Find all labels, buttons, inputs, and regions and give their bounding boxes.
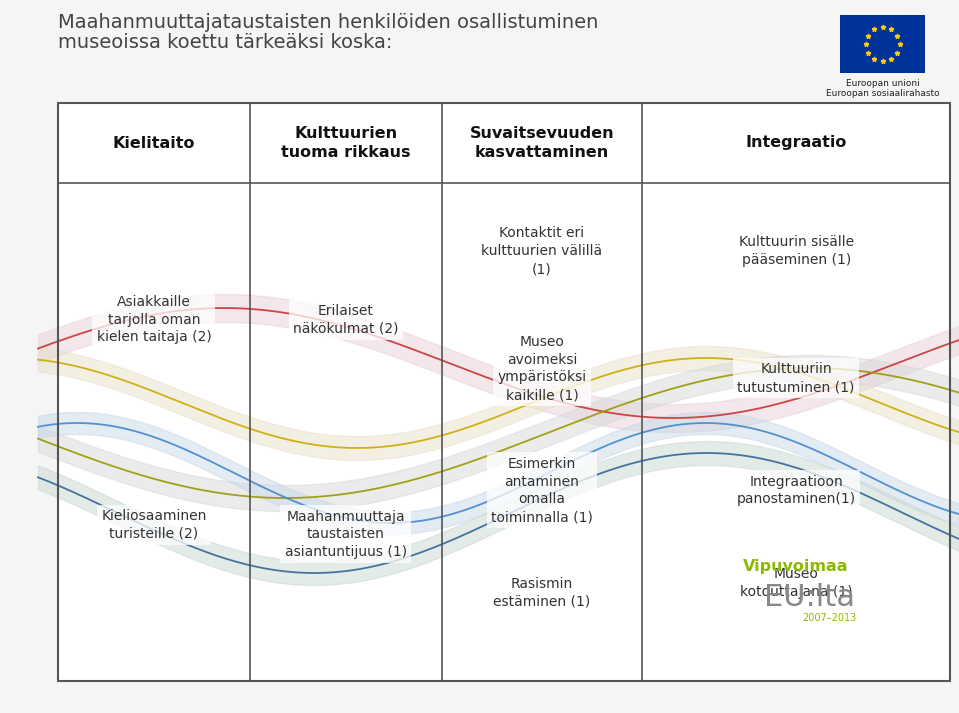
Text: Suvaitsevuuden
kasvattaminen: Suvaitsevuuden kasvattaminen xyxy=(470,125,614,160)
Bar xyxy=(58,103,950,681)
Text: EU:lta: EU:lta xyxy=(763,583,854,612)
Text: Museo
avoimeksi
ympäristöksi
kaikille (1): Museo avoimeksi ympäristöksi kaikille (1… xyxy=(498,334,587,402)
Text: Kielitaito: Kielitaito xyxy=(112,135,195,150)
Text: museoissa koettu tärkeäksi koska:: museoissa koettu tärkeäksi koska: xyxy=(58,33,392,52)
Text: Kontaktit eri
kulttuurien välillä
(1): Kontaktit eri kulttuurien välillä (1) xyxy=(481,227,602,276)
Text: Rasismin
estäminen (1): Rasismin estäminen (1) xyxy=(493,577,591,609)
Text: Euroopan unioni: Euroopan unioni xyxy=(846,79,920,88)
Text: Asiakkaille
tarjolla oman
kielen taitaja (2): Asiakkaille tarjolla oman kielen taitaja… xyxy=(97,294,211,344)
Text: Kulttuuriin
tutustuminen (1): Kulttuuriin tutustuminen (1) xyxy=(737,362,854,394)
Text: Kieliosaaminen
turisteille (2): Kieliosaaminen turisteille (2) xyxy=(102,508,206,540)
Text: Esimerkin
antaminen
omalla
toiminnalla (1): Esimerkin antaminen omalla toiminnalla (… xyxy=(491,456,593,524)
Text: Maahanmuuttaja
taustaisten
asiantuntijuus (1): Maahanmuuttaja taustaisten asiantuntijuu… xyxy=(285,510,407,559)
Text: Integraatio: Integraatio xyxy=(745,135,847,150)
Text: Maahanmuuttajataustaisten henkilöiden osallistuminen: Maahanmuuttajataustaisten henkilöiden os… xyxy=(58,13,598,32)
Text: 2007–2013: 2007–2013 xyxy=(802,613,856,623)
Bar xyxy=(58,103,950,681)
Text: Erilaiset
näkökulmat (2): Erilaiset näkökulmat (2) xyxy=(292,304,398,336)
Text: Kulttuurien
tuoma rikkaus: Kulttuurien tuoma rikkaus xyxy=(281,125,410,160)
Text: Kulttuurin sisälle
pääseminen (1): Kulttuurin sisälle pääseminen (1) xyxy=(738,235,854,267)
Text: Vipuvoimaa: Vipuvoimaa xyxy=(743,558,849,573)
Text: Integraatioon
panostaminen(1): Integraatioon panostaminen(1) xyxy=(737,475,855,506)
Bar xyxy=(840,15,925,73)
Text: Museo
kotouttajana (1): Museo kotouttajana (1) xyxy=(739,568,853,599)
Text: Euroopan sosiaalirahasto: Euroopan sosiaalirahasto xyxy=(826,89,939,98)
Bar xyxy=(58,103,950,183)
